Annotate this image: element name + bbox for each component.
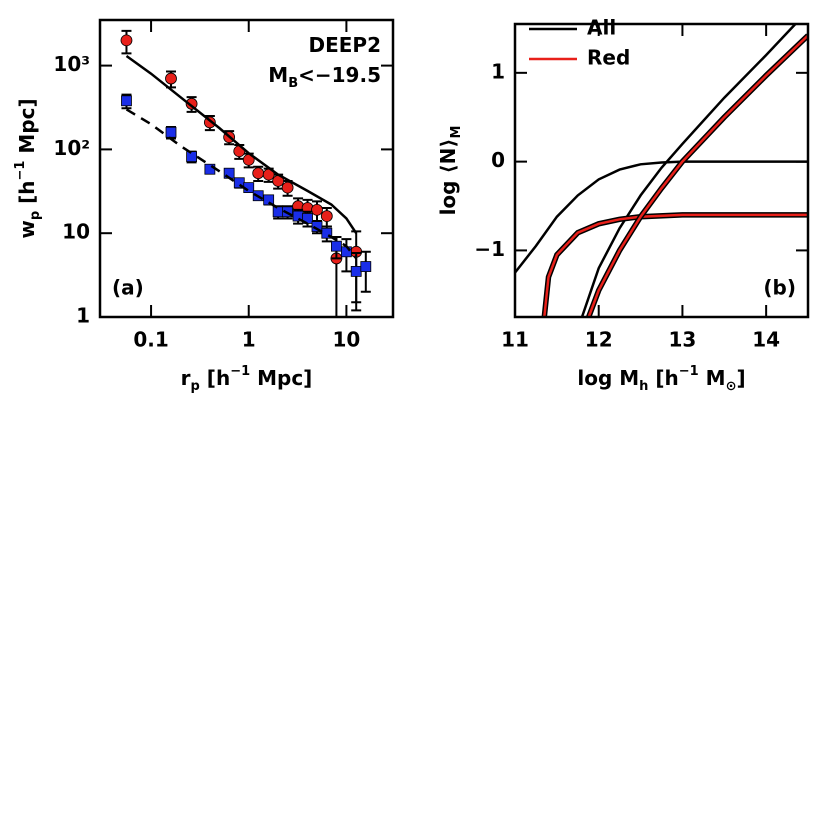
label-part: B — [288, 76, 298, 91]
x-tick-label: 1 — [242, 328, 256, 352]
label-part: Mpc] — [250, 366, 312, 390]
data-point — [165, 126, 177, 138]
y-axis-label: log ⟨N⟩M — [436, 126, 465, 216]
legend-label: Red — [587, 46, 630, 70]
y-tick-label: −1 — [474, 237, 505, 261]
label-part: p — [28, 211, 43, 220]
data-point — [252, 167, 265, 180]
label-part: h — [639, 379, 648, 394]
annotation: MB<−19.5 — [268, 63, 381, 92]
label-part: w — [15, 220, 39, 238]
data-point — [186, 151, 197, 163]
panel-label: (a) — [112, 276, 144, 300]
y-tick-label: 1 — [491, 59, 505, 83]
y-tick-label: 10² — [53, 136, 90, 160]
label-part: log M — [577, 366, 639, 390]
label-part: [h — [15, 181, 39, 211]
plot-area — [515, 24, 808, 317]
data-point — [165, 72, 177, 85]
label-part: M — [268, 63, 288, 87]
label-part: M — [699, 366, 726, 390]
annotation: DEEP2 — [309, 33, 382, 57]
data-point — [360, 261, 372, 272]
data-point — [272, 206, 284, 218]
curve — [587, 34, 808, 317]
y-axis-label: wp [h−1 Mpc] — [13, 98, 43, 238]
label-part: [h — [648, 366, 678, 390]
label-part: log ⟨N⟩ — [436, 139, 460, 216]
label-part: DEEP2 — [309, 33, 382, 57]
plot-area — [120, 29, 372, 317]
data-point — [120, 34, 133, 47]
x-tick-label: 0.1 — [133, 328, 168, 352]
x-tick-label: 13 — [669, 328, 697, 352]
label-part: <−19.5 — [298, 63, 381, 87]
label-part: −1 — [13, 161, 28, 181]
label-part: ⊙ — [726, 379, 737, 394]
curve — [515, 160, 808, 274]
data-point — [263, 194, 275, 206]
y-tick-label: 10³ — [53, 52, 90, 76]
x-tick-label: 14 — [752, 328, 780, 352]
y-tick-label: 1 — [76, 304, 90, 328]
y-tick-label: 10 — [62, 220, 90, 244]
data-point — [341, 246, 352, 258]
x-axis-label: log Mh [h−1 M⊙] — [577, 364, 745, 394]
data-point — [185, 97, 198, 110]
label-part: Mpc] — [15, 98, 39, 160]
label-part: [h — [200, 366, 230, 390]
legend-label: All — [587, 16, 616, 40]
model-line — [125, 54, 358, 234]
label-part: −1 — [230, 364, 250, 379]
label-part: r — [181, 366, 191, 390]
curve — [580, 24, 797, 317]
x-axis-label: rp [h−1 Mpc] — [181, 364, 313, 394]
x-tick-label: 12 — [585, 328, 613, 352]
axes-frame — [513, 22, 810, 319]
data-point — [320, 210, 333, 222]
data-point — [121, 95, 132, 107]
data-point — [311, 221, 323, 232]
x-tick-label: 10 — [332, 328, 360, 352]
data-point — [311, 203, 323, 216]
label-part: −1 — [679, 364, 699, 379]
data-point — [350, 266, 362, 277]
x-tick-label: 11 — [501, 328, 529, 352]
data-point — [281, 181, 294, 194]
label-part: ] — [736, 366, 745, 390]
data-point — [321, 227, 333, 239]
data-point — [302, 213, 313, 224]
label-part: p — [191, 379, 200, 394]
data-point — [331, 240, 342, 252]
data-point — [204, 163, 216, 175]
axes-frame — [98, 18, 395, 319]
error-bar — [351, 252, 362, 312]
label-part: M — [449, 126, 464, 139]
panel-label: (b) — [763, 276, 796, 300]
curve — [543, 213, 808, 317]
y-tick-label: 0 — [491, 148, 505, 172]
